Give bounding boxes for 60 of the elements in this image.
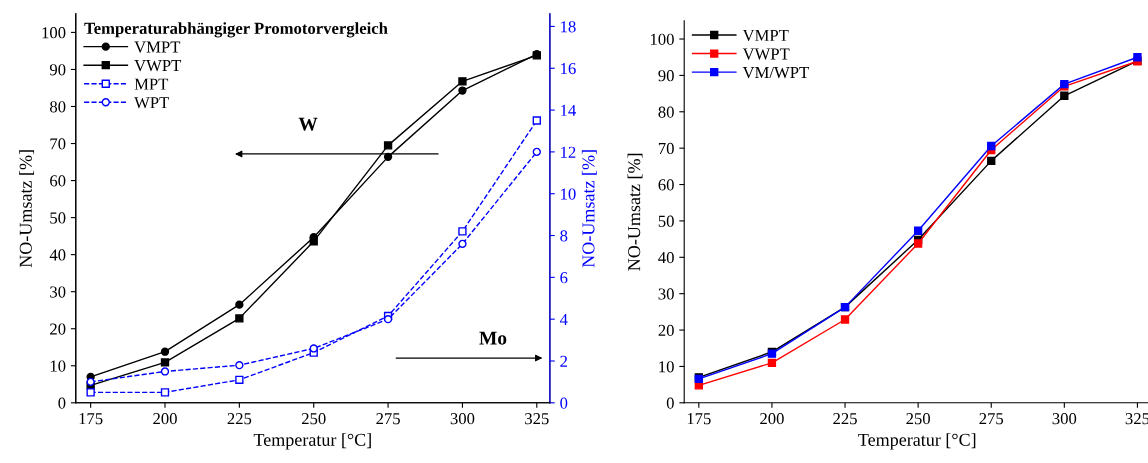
legend-label: VMPT (742, 29, 789, 42)
legend-label: MPT (134, 78, 169, 90)
x-tick-label: 225 (227, 413, 252, 425)
x-axis-title: Temperatur [°C] (253, 433, 371, 450)
legend-label: VWPT (742, 48, 790, 60)
y-tick-label: 30 (658, 288, 674, 300)
y-axis-title: NO-Umsatz [%] (19, 150, 35, 268)
y2-tick-label: 10 (561, 188, 576, 200)
y-tick-label: 0 (58, 397, 66, 409)
y-tick-label: 30 (50, 286, 66, 298)
x-tick-label: 200 (760, 413, 784, 425)
legend-title: Temperaturabhängiger Promotorvergleich (84, 22, 388, 38)
y2-tick-label: 4 (559, 313, 568, 325)
x-tick-label: 175 (687, 413, 711, 425)
annotation: Mo (479, 331, 507, 345)
y-tick-label: 90 (49, 64, 66, 76)
y-tick-label: 80 (658, 106, 674, 118)
x-tick-label: 275 (979, 413, 1004, 425)
y-tick-label: 50 (658, 215, 674, 227)
y-tick-label: 20 (658, 324, 674, 336)
y-tick-label: 40 (49, 249, 66, 261)
y-tick-label: 20 (50, 323, 66, 335)
y2-tick-label: 14 (561, 104, 577, 116)
y2-tick-label: 18 (561, 21, 576, 33)
y2-tick-label: 6 (560, 272, 568, 284)
x-tick-label: 300 (1052, 413, 1077, 425)
y-tick-label: 0 (666, 397, 674, 409)
x-tick-label: 300 (450, 413, 475, 425)
legend-label: VMPT (134, 41, 181, 53)
y-tick-label: 10 (659, 361, 674, 373)
y-axis-title: NO-Umsatz [%] (627, 153, 643, 271)
y-tick-label: 90 (658, 70, 674, 82)
y-tick-label: 70 (50, 138, 66, 150)
x-axis-title: Temperatur [°C] (858, 433, 976, 450)
x-tick-label: 175 (79, 413, 103, 425)
legend-label: VWPT (134, 60, 182, 72)
x-tick-label: 325 (525, 413, 549, 425)
x-tick-label: 250 (906, 413, 930, 425)
legend-label: WPT (134, 97, 169, 109)
x-tick-label: 275 (376, 413, 400, 425)
y2-tick-label: 2 (560, 355, 568, 367)
y-tick-label: 70 (658, 142, 674, 155)
y-tick-label: 50 (50, 212, 66, 224)
y2-tick-label: 16 (561, 63, 576, 75)
y-tick-label: 60 (658, 179, 674, 191)
legend-label: VM/WPT (742, 66, 809, 79)
y2-tick-label: 12 (561, 146, 576, 158)
x-tick-label: 250 (301, 413, 326, 425)
x-tick-label: 225 (833, 413, 857, 425)
y2-tick-label: 8 (560, 230, 568, 242)
x-tick-label: 200 (153, 413, 177, 425)
y-tick-label: 40 (658, 251, 674, 264)
y-tick-label: 80 (50, 101, 66, 113)
y-tick-label: 100 (42, 27, 66, 39)
y-tick-label: 60 (50, 175, 66, 187)
annotation: W (298, 117, 318, 131)
y2-axis-title: NO-Umsatz [%] (581, 150, 597, 268)
y2-tick-label: 0 (560, 397, 568, 409)
y-tick-label: 100 (650, 33, 674, 45)
y-tick-label: 10 (50, 360, 66, 372)
